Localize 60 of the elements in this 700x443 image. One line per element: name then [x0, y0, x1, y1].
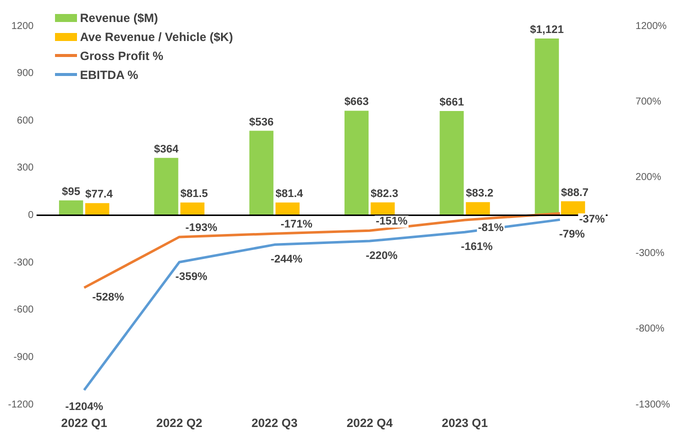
y2-tick-label: -300%: [636, 248, 665, 259]
data-label: -1204%: [65, 401, 104, 414]
bar: [344, 110, 369, 216]
legend-label: Gross Profit %: [80, 48, 164, 62]
data-label: -528%: [92, 292, 124, 304]
x-tick-label: 2023 Q1: [442, 416, 488, 430]
y2-tick-label: -1300%: [636, 399, 670, 410]
data-label: -161%: [460, 241, 493, 254]
bar: [561, 201, 586, 216]
bar: [440, 111, 464, 216]
bar: [534, 38, 559, 216]
data-label: $95: [62, 186, 80, 198]
y2-tick-label: 200%: [636, 172, 662, 184]
bar: [466, 202, 490, 216]
x-tick-label: 2022 Q1: [61, 416, 108, 430]
data-label: $82.3: [370, 188, 398, 200]
data-label: -359%: [175, 271, 208, 284]
y-tick-label: 0: [28, 210, 34, 222]
data-label: $77.4: [85, 188, 114, 201]
bar: [276, 202, 300, 216]
legend-label: Ave Revenue / Vehicle ($K): [80, 30, 233, 44]
legend-label: Revenue ($M): [80, 10, 158, 24]
bar: [180, 202, 204, 216]
y-tick-label: 600: [16, 115, 34, 126]
y2-tick-label: -800%: [636, 324, 665, 335]
data-label: -220%: [366, 250, 398, 262]
data-label: $1,121: [530, 24, 564, 36]
data-label: -37%: [579, 213, 606, 226]
data-label: -81%: [478, 222, 504, 234]
y-tick-label: 300: [16, 162, 34, 174]
y-tick-label: -600: [14, 304, 34, 316]
bar: [370, 202, 395, 216]
data-label: -79%: [559, 228, 586, 241]
data-label: $81.4: [276, 188, 304, 200]
y2-tick-label: 700%: [636, 96, 662, 108]
x-tick-label: 2022 Q4: [346, 416, 393, 430]
x-tick-label: 2022 Q3: [251, 416, 298, 430]
data-label: -244%: [270, 254, 303, 266]
y-tick-label: -300: [14, 257, 34, 268]
data-label: -151%: [376, 216, 408, 228]
y-tick-label: -900: [14, 352, 34, 364]
data-label: $661: [439, 96, 464, 109]
data-label: $663: [344, 96, 369, 108]
y-tick-label: 1200: [11, 20, 34, 32]
bar: [59, 200, 84, 216]
legend-label: EBITDA %: [80, 68, 138, 82]
data-label: $88.7: [561, 186, 589, 199]
bar: [154, 158, 178, 216]
bar: [249, 130, 274, 216]
data-label: -171%: [280, 218, 313, 231]
data-label: $81.5: [180, 188, 208, 200]
data-label: $364: [154, 143, 180, 156]
y-tick-label: -1200: [8, 399, 34, 410]
y-tick-label: 900: [16, 68, 34, 80]
data-label: $83.2: [466, 188, 494, 200]
bar: [85, 203, 110, 216]
x-tick-label: 2022 Q2: [156, 416, 203, 430]
data-label: -193%: [185, 222, 218, 234]
y2-tick-label: 1200%: [636, 20, 667, 32]
data-label: $536: [249, 116, 274, 128]
